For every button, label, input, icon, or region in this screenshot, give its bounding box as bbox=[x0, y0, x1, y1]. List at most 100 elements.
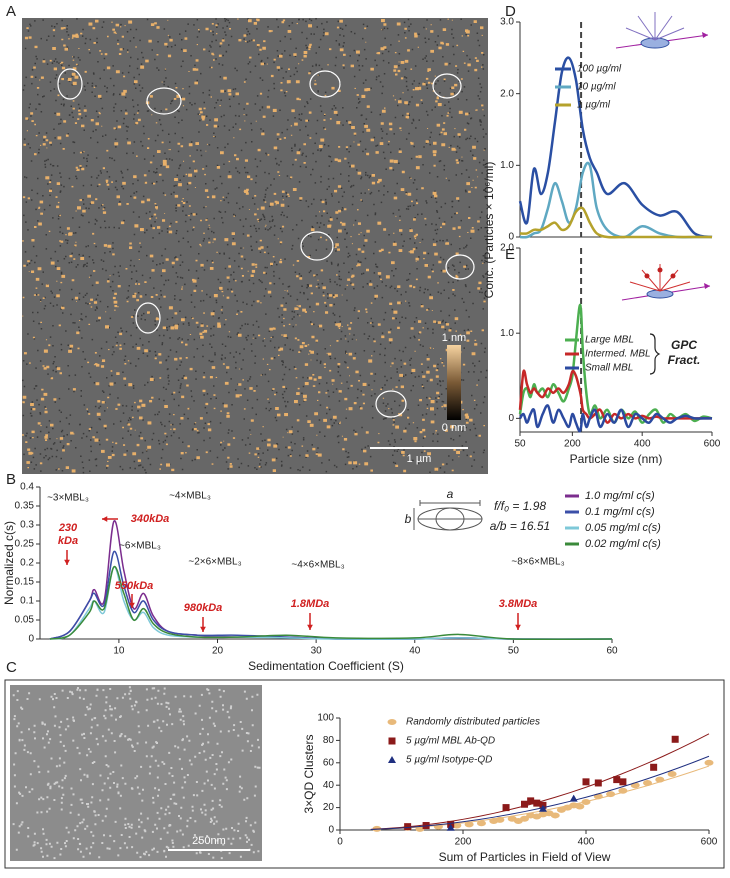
afm-image bbox=[22, 18, 488, 474]
point bbox=[502, 804, 510, 812]
y-tick-label: 0.4 bbox=[20, 482, 34, 493]
afm-highlights bbox=[57, 68, 475, 418]
panel-label: D bbox=[505, 3, 516, 20]
sem-image bbox=[10, 685, 262, 861]
inset-e bbox=[621, 264, 711, 301]
y-tick-label: 2.0 bbox=[500, 88, 514, 99]
y-tick-label: 0.15 bbox=[15, 577, 35, 588]
point bbox=[667, 771, 677, 777]
annotation: kDa bbox=[58, 535, 78, 547]
trend-line bbox=[370, 755, 710, 830]
point bbox=[550, 812, 560, 819]
annotation: ~8×6×MBL₃ bbox=[511, 557, 564, 568]
point bbox=[476, 820, 486, 827]
legend-label: 0.1 mg/ml c(s) bbox=[585, 506, 655, 518]
annotation: b bbox=[405, 512, 412, 526]
y-tick-label: 1.0 bbox=[500, 160, 514, 171]
point bbox=[606, 791, 616, 798]
legend-title: GPC bbox=[671, 338, 697, 352]
point bbox=[581, 799, 591, 805]
y-tick-label: 0 bbox=[328, 825, 334, 836]
point bbox=[655, 776, 665, 783]
y-tick-label: 2.0 bbox=[500, 243, 514, 254]
point bbox=[464, 821, 474, 828]
y-axis-label: Normalized c(s) bbox=[2, 521, 16, 605]
point bbox=[671, 735, 679, 743]
annotation: 340kDa bbox=[131, 513, 170, 525]
legend-label: Small MBL bbox=[585, 363, 633, 374]
annotation: 3.8MDa bbox=[499, 598, 538, 610]
annotation: 550kDa bbox=[115, 580, 154, 592]
y-tick-label: 0 bbox=[508, 232, 514, 243]
legend-title: Fract. bbox=[668, 353, 701, 367]
annotation: ~4×6×MBL₃ bbox=[291, 560, 344, 571]
point bbox=[520, 815, 529, 822]
x-axis-label: Sedimentation Coefficient (S) bbox=[248, 659, 404, 673]
y-tick-label: 0.25 bbox=[15, 539, 35, 550]
annotation-arrowhead bbox=[515, 624, 521, 630]
y-tick-label: 20 bbox=[323, 802, 335, 813]
annotation: a bbox=[447, 487, 454, 501]
annotation-arrowhead bbox=[64, 559, 70, 565]
legend-label: 100 µg/ml bbox=[577, 64, 622, 75]
legend-label: 0.05 mg/ml c(s) bbox=[585, 522, 661, 534]
annotation: 1.8MDa bbox=[291, 598, 330, 610]
point bbox=[521, 800, 528, 808]
annotation: f/f₀ = 1.98 bbox=[494, 499, 546, 513]
panel-label: E bbox=[505, 246, 515, 263]
x-tick-label: 600 bbox=[704, 439, 721, 450]
legend-label: Large MBL bbox=[585, 335, 634, 346]
x-tick-label: 50 bbox=[508, 646, 520, 657]
annotation: a/b = 16.51 bbox=[490, 519, 550, 533]
legend-label: 1.0 mg/ml c(s) bbox=[585, 490, 655, 502]
legend-label: 0.02 mg/ml c(s) bbox=[585, 538, 661, 550]
y-tick-label: 1.0 bbox=[500, 328, 514, 339]
y-axis-label: Conc. (Particles × 10⁶/ml) bbox=[482, 162, 496, 299]
point bbox=[446, 823, 455, 831]
point bbox=[527, 797, 535, 805]
x-tick-label: 200 bbox=[564, 439, 581, 450]
ellipsoid-diagram bbox=[413, 500, 483, 531]
y-tick-label: 0.1 bbox=[20, 596, 34, 607]
y-tick-label: 0.35 bbox=[15, 501, 35, 512]
legend-label: Intermed. MBL bbox=[585, 349, 651, 360]
annotation: ~3×MBL₃ bbox=[47, 493, 89, 504]
colorbar bbox=[447, 345, 461, 420]
legend-label: 5 µg/ml MBL Ab-QD bbox=[406, 736, 495, 747]
x-tick-label: 10 bbox=[113, 646, 125, 657]
x-tick-label: 60 bbox=[606, 646, 618, 657]
x-tick-label: 400 bbox=[578, 837, 595, 848]
annotation-arrowhead bbox=[307, 624, 313, 630]
x-tick-label: 50 bbox=[514, 439, 526, 450]
annotation-arrowhead bbox=[200, 626, 206, 632]
x-tick-label: 30 bbox=[311, 646, 323, 657]
point bbox=[495, 816, 505, 823]
y-tick-label: 0 bbox=[508, 413, 514, 424]
series-line bbox=[519, 206, 712, 239]
point bbox=[569, 794, 578, 802]
panel-label: A bbox=[6, 3, 16, 20]
legend-label: Randomly distributed particles bbox=[406, 717, 540, 728]
x-tick-label: 400 bbox=[634, 439, 651, 450]
colorbar-max: 1 nm bbox=[442, 332, 466, 344]
x-tick-label: 40 bbox=[409, 646, 421, 657]
y-tick-label: 0.3 bbox=[20, 520, 34, 531]
afm-particles bbox=[22, 18, 486, 473]
colorbar-min: 0 nm bbox=[442, 422, 466, 434]
panel-c-frame bbox=[4, 679, 725, 869]
legend-swatch bbox=[388, 756, 396, 763]
legend-swatch bbox=[388, 737, 396, 745]
x-tick-label: 0 bbox=[337, 837, 343, 848]
point bbox=[618, 787, 628, 794]
y-tick-label: 80 bbox=[323, 735, 335, 746]
panel-label: C bbox=[6, 659, 17, 676]
y-tick-label: 60 bbox=[323, 757, 335, 768]
annotation: 980kDa bbox=[184, 602, 223, 614]
legend-label: 1 µg/ml bbox=[577, 100, 611, 111]
point bbox=[594, 779, 602, 787]
point bbox=[404, 823, 412, 831]
point bbox=[704, 759, 714, 766]
y-tick-label: 40 bbox=[323, 780, 335, 791]
inset-d bbox=[615, 12, 709, 49]
